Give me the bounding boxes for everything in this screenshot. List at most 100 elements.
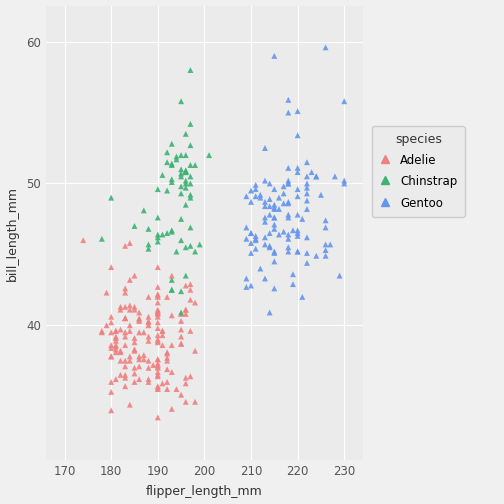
Gentoo: [242, 192, 250, 200]
Adelie: [116, 357, 124, 365]
Gentoo: [326, 240, 334, 248]
Chinstrap: [186, 223, 195, 231]
Gentoo: [266, 308, 274, 317]
Gentoo: [242, 235, 250, 243]
Adelie: [126, 327, 134, 335]
Gentoo: [284, 96, 292, 104]
Gentoo: [270, 185, 278, 193]
Gentoo: [307, 168, 316, 176]
Adelie: [98, 327, 106, 335]
Chinstrap: [205, 151, 213, 159]
X-axis label: flipper_length_mm: flipper_length_mm: [146, 485, 263, 498]
Gentoo: [270, 201, 278, 209]
Chinstrap: [131, 222, 139, 230]
Adelie: [112, 375, 120, 383]
Gentoo: [270, 214, 278, 222]
Gentoo: [247, 186, 255, 195]
Chinstrap: [168, 286, 176, 294]
Chinstrap: [177, 236, 185, 244]
Adelie: [191, 347, 199, 355]
Gentoo: [284, 247, 292, 256]
Gentoo: [275, 205, 283, 213]
Adelie: [107, 263, 115, 271]
Chinstrap: [177, 172, 185, 180]
Gentoo: [270, 249, 278, 257]
Adelie: [154, 384, 162, 392]
Adelie: [154, 355, 162, 363]
Adelie: [131, 272, 139, 280]
Gentoo: [284, 230, 292, 238]
Gentoo: [284, 211, 292, 219]
Gentoo: [336, 272, 344, 280]
Adelie: [172, 385, 180, 393]
Gentoo: [280, 182, 288, 191]
Adelie: [158, 331, 166, 339]
Chinstrap: [177, 97, 185, 105]
Gentoo: [266, 211, 274, 219]
Adelie: [154, 362, 162, 370]
Adelie: [168, 368, 176, 376]
Gentoo: [312, 172, 321, 180]
Adelie: [154, 382, 162, 390]
Chinstrap: [154, 185, 162, 193]
Gentoo: [270, 258, 278, 266]
Gentoo: [280, 199, 288, 207]
Adelie: [135, 308, 143, 317]
Gentoo: [247, 282, 255, 290]
Gentoo: [280, 228, 288, 236]
Adelie: [158, 327, 166, 335]
Chinstrap: [168, 160, 176, 168]
Adelie: [163, 385, 171, 393]
Chinstrap: [145, 240, 153, 248]
Adelie: [107, 406, 115, 414]
Adelie: [107, 352, 115, 360]
Adelie: [154, 324, 162, 332]
Adelie: [112, 345, 120, 353]
Adelie: [145, 378, 153, 386]
Adelie: [186, 327, 195, 335]
Adelie: [102, 321, 110, 329]
Gentoo: [270, 221, 278, 229]
Adelie: [116, 305, 124, 313]
Gentoo: [294, 226, 302, 234]
Adelie: [135, 362, 143, 370]
Adelie: [135, 328, 143, 336]
Adelie: [186, 280, 195, 288]
Chinstrap: [168, 276, 176, 284]
Gentoo: [251, 236, 260, 244]
Gentoo: [284, 179, 292, 187]
Chinstrap: [158, 230, 166, 238]
Gentoo: [261, 144, 269, 152]
Adelie: [154, 364, 162, 372]
Chinstrap: [168, 178, 176, 186]
Chinstrap: [186, 172, 195, 180]
Chinstrap: [177, 190, 185, 198]
Gentoo: [294, 131, 302, 139]
Gentoo: [289, 270, 297, 278]
Chinstrap: [145, 244, 153, 253]
Adelie: [107, 312, 115, 321]
Gentoo: [312, 252, 321, 260]
Gentoo: [270, 204, 278, 212]
Gentoo: [284, 214, 292, 222]
Chinstrap: [177, 215, 185, 223]
Gentoo: [322, 223, 330, 231]
Gentoo: [294, 185, 302, 193]
Adelie: [112, 337, 120, 345]
Adelie: [145, 375, 153, 383]
Gentoo: [294, 107, 302, 115]
Adelie: [140, 351, 148, 359]
Adelie: [126, 301, 134, 309]
Gentoo: [270, 52, 278, 60]
Gentoo: [266, 202, 274, 210]
Adelie: [182, 282, 190, 290]
Adelie: [154, 413, 162, 421]
Adelie: [145, 333, 153, 341]
Adelie: [131, 345, 139, 353]
Gentoo: [270, 205, 278, 213]
Adelie: [154, 331, 162, 339]
Adelie: [121, 362, 129, 370]
Adelie: [154, 293, 162, 301]
Gentoo: [303, 172, 311, 180]
Adelie: [177, 317, 185, 325]
